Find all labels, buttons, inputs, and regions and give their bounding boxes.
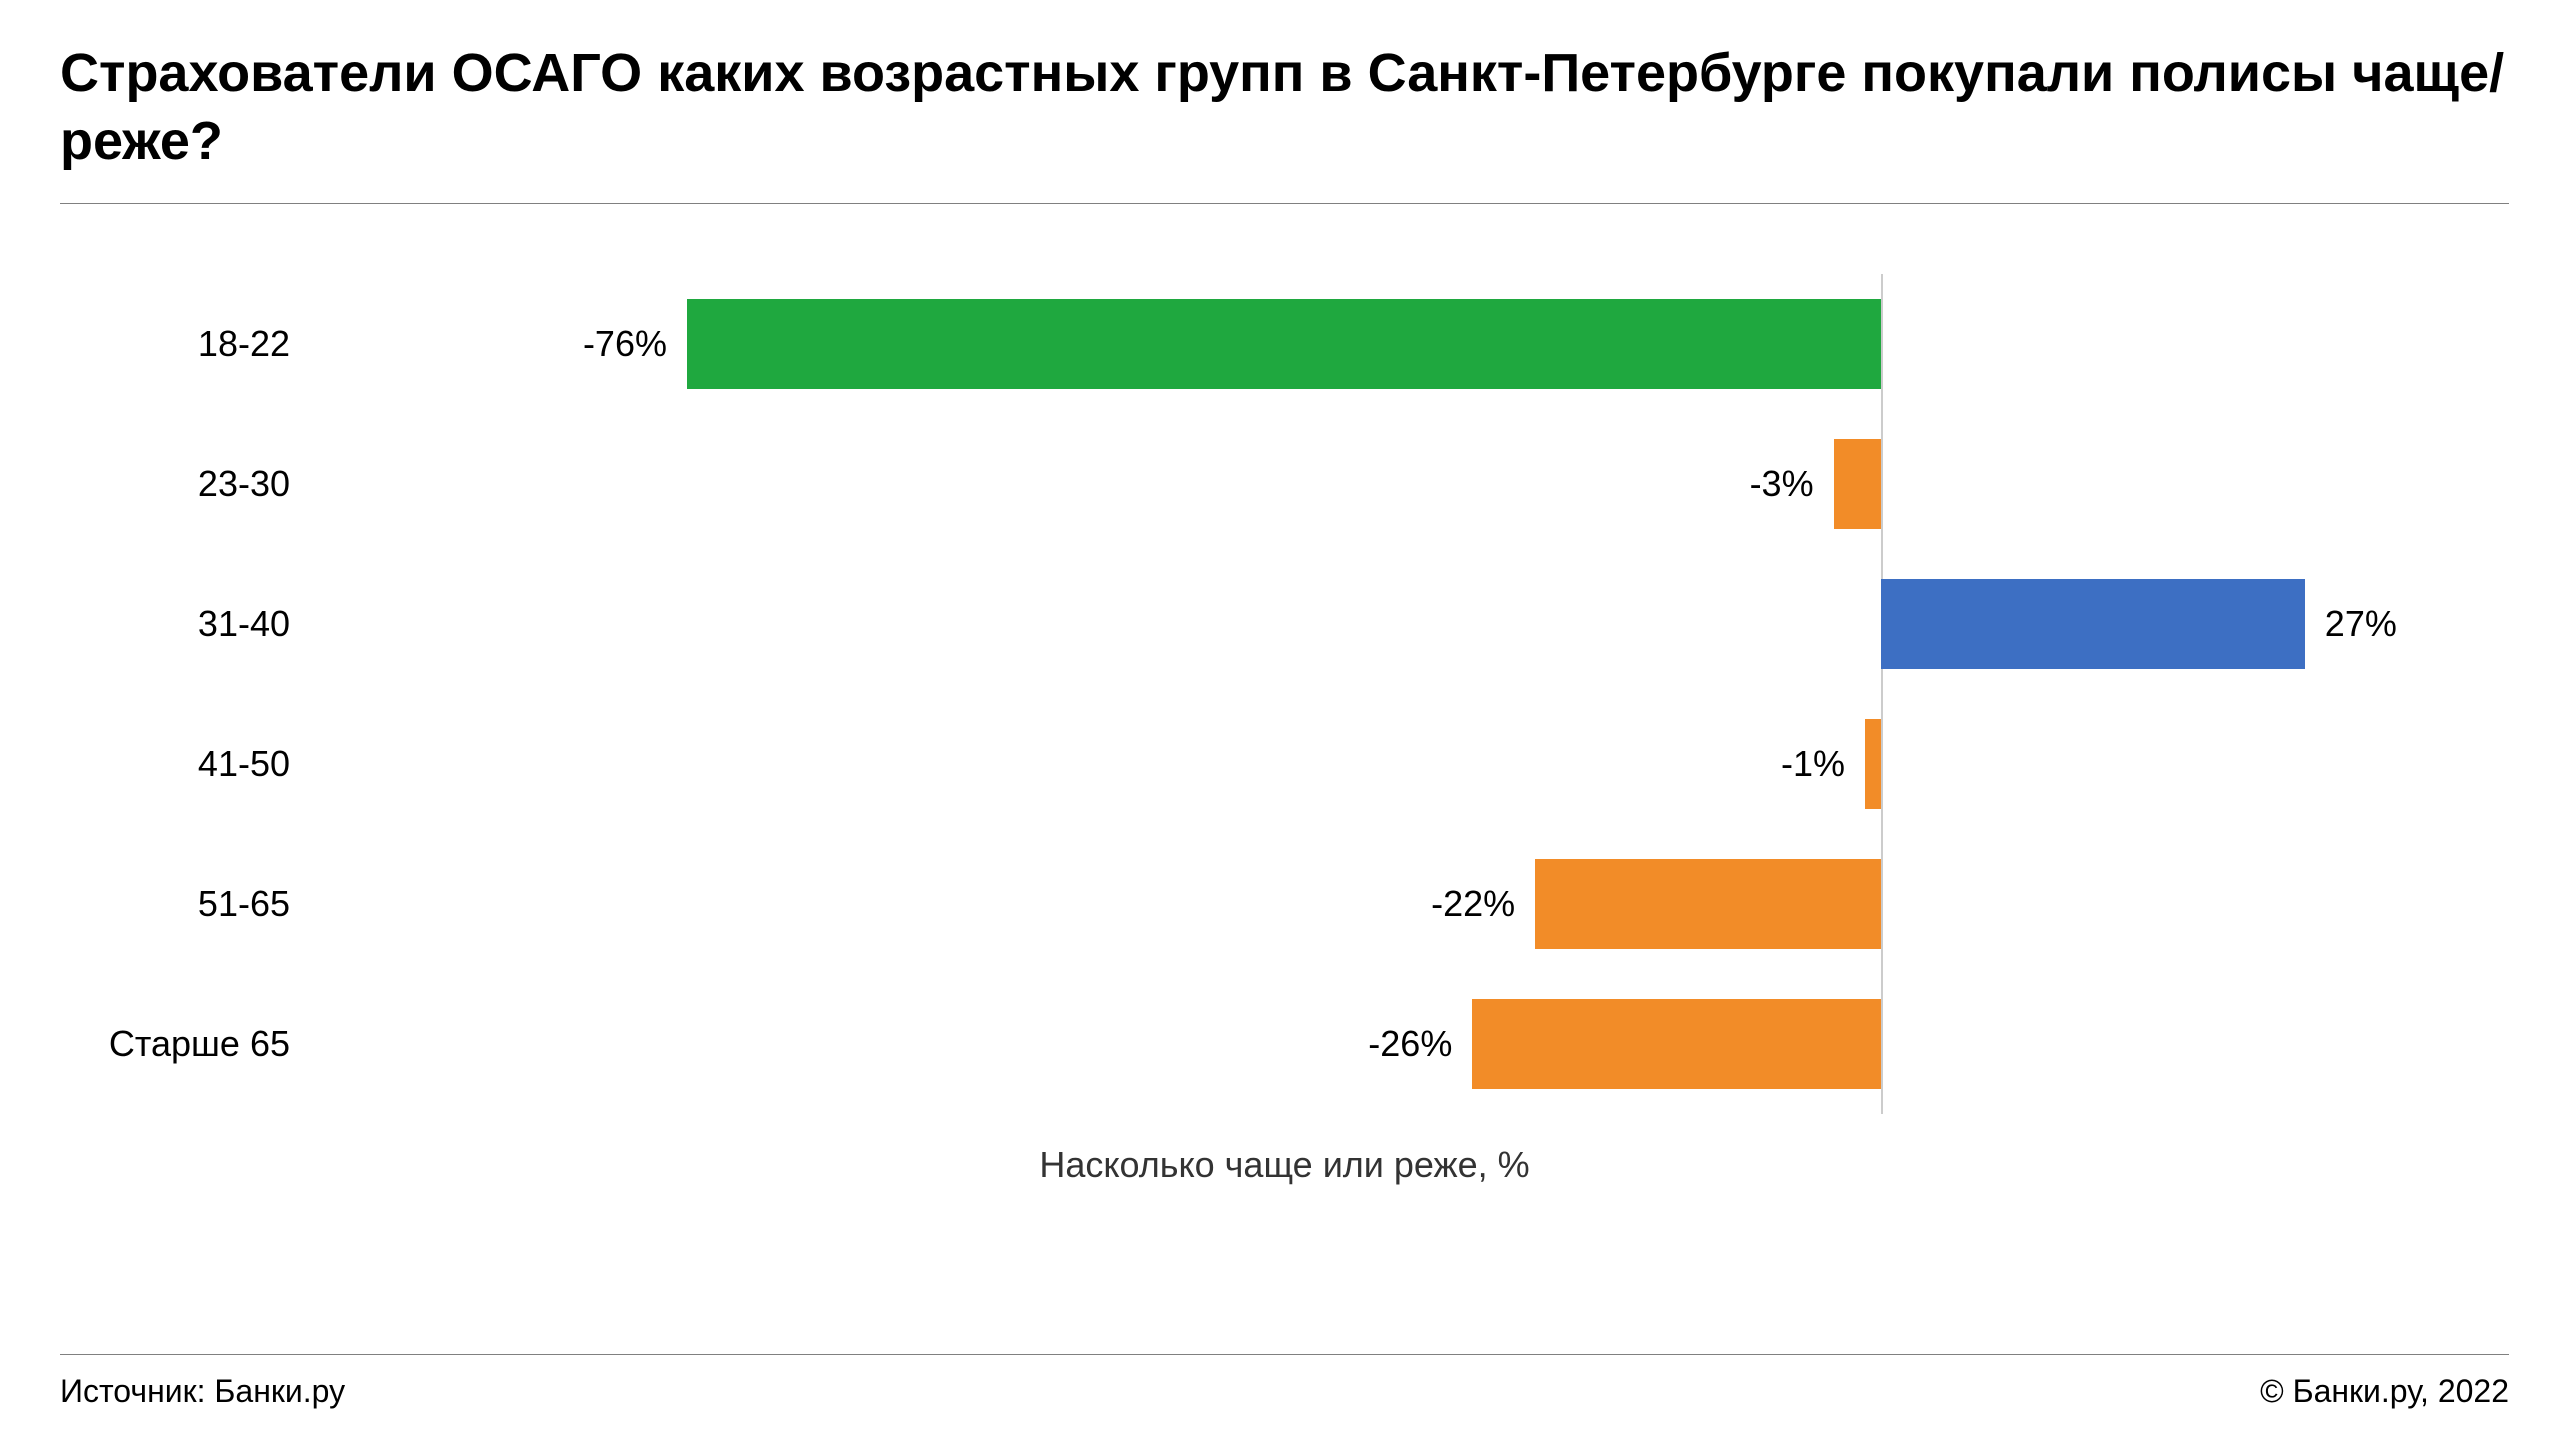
bar-row: Старше 65 -26%	[60, 974, 2509, 1114]
zero-line	[1881, 974, 1883, 1114]
bar	[1535, 859, 1881, 949]
source-text: Источник: Банки.ру	[60, 1373, 345, 1410]
bar-rows-container: 18-22 -76% 23-30 -3% 31-40 27% 41-50 -1% 51-65 -2…	[60, 274, 2509, 1114]
zero-line	[1881, 834, 1883, 974]
bar	[687, 299, 1881, 389]
chart-title: Страхователи ОСАГО каких возрастных груп…	[60, 40, 2509, 175]
zero-line	[1881, 274, 1883, 414]
top-rule	[60, 203, 2509, 204]
chart-page: Страхователи ОСАГО каких возрастных груп…	[0, 0, 2569, 1440]
zero-line	[1881, 414, 1883, 554]
bar-value-label: 27%	[2325, 603, 2397, 645]
bar-row: 18-22 -76%	[60, 274, 2509, 414]
bar-row: 41-50 -1%	[60, 694, 2509, 834]
bar-row: 31-40 27%	[60, 554, 2509, 694]
category-label: 23-30	[60, 463, 310, 505]
bar-value-label: -1%	[1781, 743, 1845, 785]
copyright-text: © Банки.ру, 2022	[2260, 1373, 2509, 1410]
category-label: 31-40	[60, 603, 310, 645]
bar	[1834, 439, 1881, 529]
plot-cell: -26%	[310, 974, 2509, 1114]
bar-value-label: -3%	[1750, 463, 1814, 505]
plot-cell: -1%	[310, 694, 2509, 834]
bar	[1881, 579, 2305, 669]
bar	[1865, 719, 1881, 809]
bar-value-label: -26%	[1368, 1023, 1452, 1065]
category-label: 41-50	[60, 743, 310, 785]
zero-line	[1881, 694, 1883, 834]
plot-cell: -76%	[310, 274, 2509, 414]
bar-row: 51-65 -22%	[60, 834, 2509, 974]
chart-area: 18-22 -76% 23-30 -3% 31-40 27% 41-50 -1% 51-65 -2…	[60, 274, 2509, 1354]
category-label: Старше 65	[60, 1023, 310, 1065]
x-axis-label: Насколько чаще или реже, %	[60, 1144, 2509, 1186]
bar-value-label: -76%	[583, 323, 667, 365]
bar	[1472, 999, 1880, 1089]
bar-value-label: -22%	[1431, 883, 1515, 925]
plot-cell: -3%	[310, 414, 2509, 554]
plot-cell: 27%	[310, 554, 2509, 694]
bar-row: 23-30 -3%	[60, 414, 2509, 554]
category-label: 51-65	[60, 883, 310, 925]
plot-cell: -22%	[310, 834, 2509, 974]
category-label: 18-22	[60, 323, 310, 365]
chart-footer: Источник: Банки.ру © Банки.ру, 2022	[60, 1355, 2509, 1410]
